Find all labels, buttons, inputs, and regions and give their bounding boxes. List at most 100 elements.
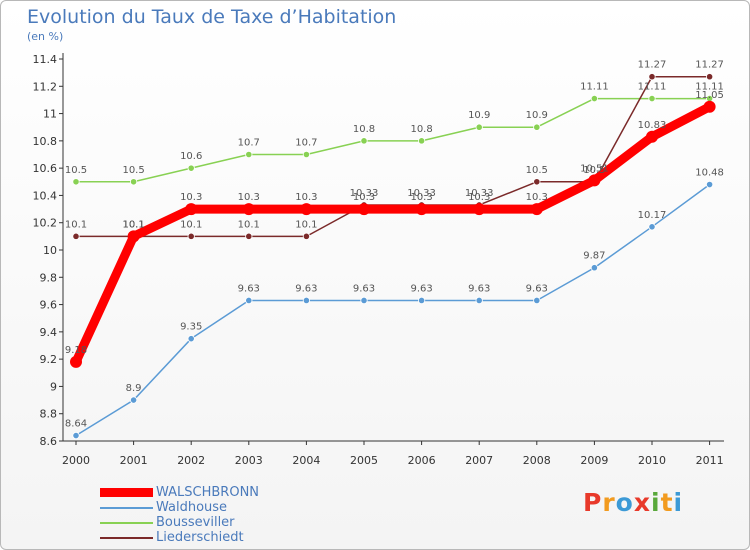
series-point	[360, 296, 368, 305]
legend-swatch	[100, 536, 153, 539]
data-label: 9.63	[410, 283, 432, 294]
data-label: 10.3	[353, 192, 375, 203]
logo-letter: r	[602, 488, 616, 517]
series-point	[590, 264, 599, 272]
y-tick-label: 9	[50, 380, 57, 393]
series-point	[242, 203, 255, 216]
series-point	[245, 296, 253, 305]
data-label: 10.51	[580, 163, 609, 174]
legend-label: Liederschiedt	[156, 530, 244, 545]
series-point	[473, 203, 486, 216]
logo-letter: o	[615, 488, 634, 517]
y-tick-label: 10.6	[33, 162, 58, 175]
data-label: 10.3	[238, 192, 260, 203]
x-tick-label: 2011	[696, 454, 724, 467]
data-label: 10.3	[295, 192, 317, 203]
series-point	[648, 223, 656, 231]
legend-label: Waldhouse	[156, 500, 228, 515]
x-tick-label: 2000	[62, 454, 90, 467]
series-point	[648, 73, 656, 81]
series-point	[415, 203, 428, 216]
y-tick-label: 10.8	[33, 135, 58, 148]
data-label: 9.35	[180, 322, 202, 333]
data-label: 11.27	[695, 60, 724, 71]
data-label: 11.27	[638, 60, 667, 71]
data-label: 10.17	[638, 210, 667, 221]
series-line-walschbronn	[71, 102, 715, 367]
data-label: 10.1	[295, 219, 317, 230]
series-point	[530, 203, 543, 216]
logo-letter: P	[583, 488, 603, 517]
series-point	[703, 100, 716, 113]
series-line-waldhouse	[75, 183, 711, 437]
legend-label: Bousseviller	[156, 515, 235, 530]
y-tick-label: 9.2	[40, 353, 58, 366]
y-tick-label: 11.4	[33, 53, 58, 66]
logo-letter: i	[673, 488, 684, 517]
data-label: 10.3	[180, 192, 202, 203]
data-label: 10.3	[468, 192, 490, 203]
y-tick-label: 9.8	[40, 271, 58, 284]
series-line-bousseviller	[75, 97, 711, 183]
series-point	[358, 203, 370, 216]
data-label: 10.3	[410, 192, 432, 203]
series-point	[187, 164, 195, 172]
proxiti-logo: Proxiti	[583, 488, 683, 517]
y-tick-label: 8.8	[40, 408, 58, 421]
data-label: 11.11	[695, 82, 724, 93]
data-label: 10.1	[65, 219, 87, 230]
series-point	[533, 123, 541, 131]
y-tick-label: 9.6	[40, 299, 58, 312]
series-point	[302, 150, 310, 159]
legend-swatch	[100, 506, 153, 509]
x-tick-label: 2006	[408, 454, 436, 467]
series-point	[417, 296, 426, 305]
data-label: 9.63	[295, 283, 317, 294]
series-point	[127, 230, 140, 243]
data-label: 10.7	[295, 138, 317, 149]
y-tick-label: 11	[43, 108, 57, 121]
series-point	[130, 396, 138, 404]
y-tick-label: 10.4	[33, 189, 58, 202]
data-label: 11.11	[580, 82, 609, 93]
series-point	[533, 178, 541, 186]
series-point	[72, 232, 80, 240]
y-tick-label: 8.6	[40, 435, 58, 448]
data-label: 10.3	[526, 192, 548, 203]
chart-title: Evolution du Taux de Taxe d’Habitation	[27, 6, 397, 28]
x-tick-label: 2010	[638, 454, 666, 467]
legend-swatch	[100, 488, 153, 497]
series-point	[245, 150, 253, 159]
series-point	[475, 123, 483, 131]
x-tick-label: 2002	[177, 454, 205, 467]
series-point	[533, 296, 541, 305]
series-point	[302, 232, 310, 240]
data-label: 10.48	[695, 168, 724, 179]
data-label: 10.1	[180, 219, 202, 230]
series-point	[705, 180, 714, 189]
data-label: 9.63	[238, 283, 260, 294]
logo-letter: x	[633, 488, 651, 517]
data-label: 9.63	[353, 283, 375, 294]
data-label: 10.33	[465, 188, 494, 199]
series-point	[475, 296, 483, 305]
x-tick-label: 2001	[120, 454, 148, 467]
series-point	[72, 431, 80, 440]
data-label: 10.5	[65, 165, 87, 176]
series-point	[648, 94, 656, 103]
series-point	[300, 203, 313, 216]
series-point	[187, 232, 195, 240]
series-point	[588, 174, 601, 187]
series-point	[302, 296, 310, 305]
series-point	[646, 130, 658, 143]
data-label: 8.9	[126, 383, 142, 394]
legend-label: WALSCHBRONN	[156, 485, 260, 500]
series-point	[185, 203, 198, 216]
data-label: 10.8	[353, 124, 375, 135]
data-label: 10.8	[410, 124, 432, 135]
data-label: 10.7	[238, 138, 260, 149]
x-tick-label: 2004	[292, 454, 320, 467]
x-tick-label: 2008	[523, 454, 551, 467]
series-point	[130, 178, 138, 186]
